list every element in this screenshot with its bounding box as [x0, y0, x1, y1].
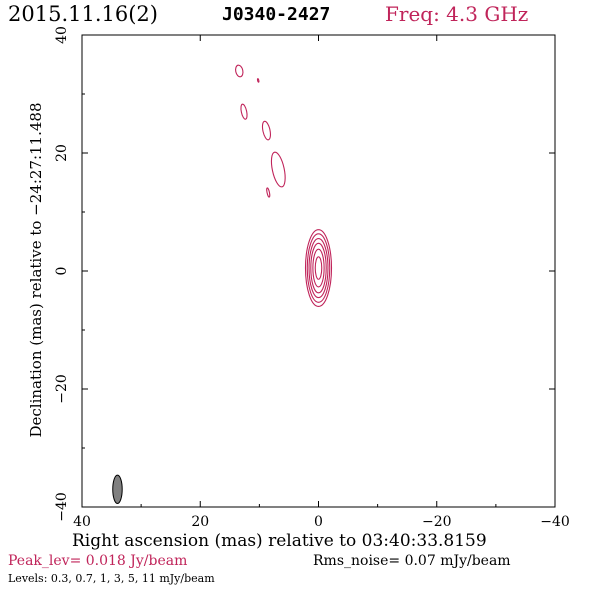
- observation-date: 2015.11.16(2): [8, 2, 158, 26]
- beam-layer: [112, 474, 123, 504]
- x-axis-label: Right ascension (mas) relative to 03:40:…: [72, 531, 487, 551]
- core-contour: [306, 233, 331, 303]
- contour-levels: Levels: 0.3, 0.7, 1, 3, 5, 11 mJy/beam: [8, 572, 215, 585]
- x-tick-label: −40: [540, 514, 570, 530]
- y-tick-label: 0: [54, 267, 70, 276]
- beam-ellipse: [112, 474, 123, 504]
- x-tick-label: 40: [73, 514, 91, 530]
- core-contour: [308, 237, 329, 299]
- core-contour: [304, 229, 333, 307]
- jet-contour: [270, 151, 286, 188]
- axis-ticks: [81, 34, 556, 508]
- jet-contour: [261, 120, 272, 141]
- core-contour: [310, 242, 327, 294]
- jet-contour: [266, 187, 271, 198]
- x-tick-label: 0: [314, 514, 323, 530]
- y-tick-label: −40: [54, 492, 70, 522]
- jet-contour: [235, 64, 244, 78]
- core-contour: [312, 248, 325, 288]
- contour-layer: [235, 64, 333, 307]
- jet-contour: [240, 103, 248, 120]
- source-name: J0340-2427: [222, 4, 331, 25]
- y-tick-label: −20: [54, 374, 70, 404]
- rms-noise: Rms_noise= 0.07 mJy/beam: [313, 553, 511, 569]
- x-tick-label: −20: [422, 514, 452, 530]
- core-contour: [314, 256, 323, 280]
- frequency-label: Freq: 4.3 GHz: [385, 2, 529, 26]
- y-tick-label: 20: [54, 144, 70, 162]
- y-tick-label: 40: [54, 26, 70, 44]
- axis-tick-labels: 40 20 0 −20 −40 −40 −20 0 20 40: [54, 26, 570, 530]
- y-axis-label: Declination (mas) relative to −24:27:11.…: [27, 102, 45, 438]
- peak-level: Peak_lev= 0.018 Jy/beam: [8, 553, 188, 569]
- x-tick-label: 20: [191, 514, 209, 530]
- jet-contour: [256, 78, 260, 83]
- plot-frame: [81, 34, 556, 508]
